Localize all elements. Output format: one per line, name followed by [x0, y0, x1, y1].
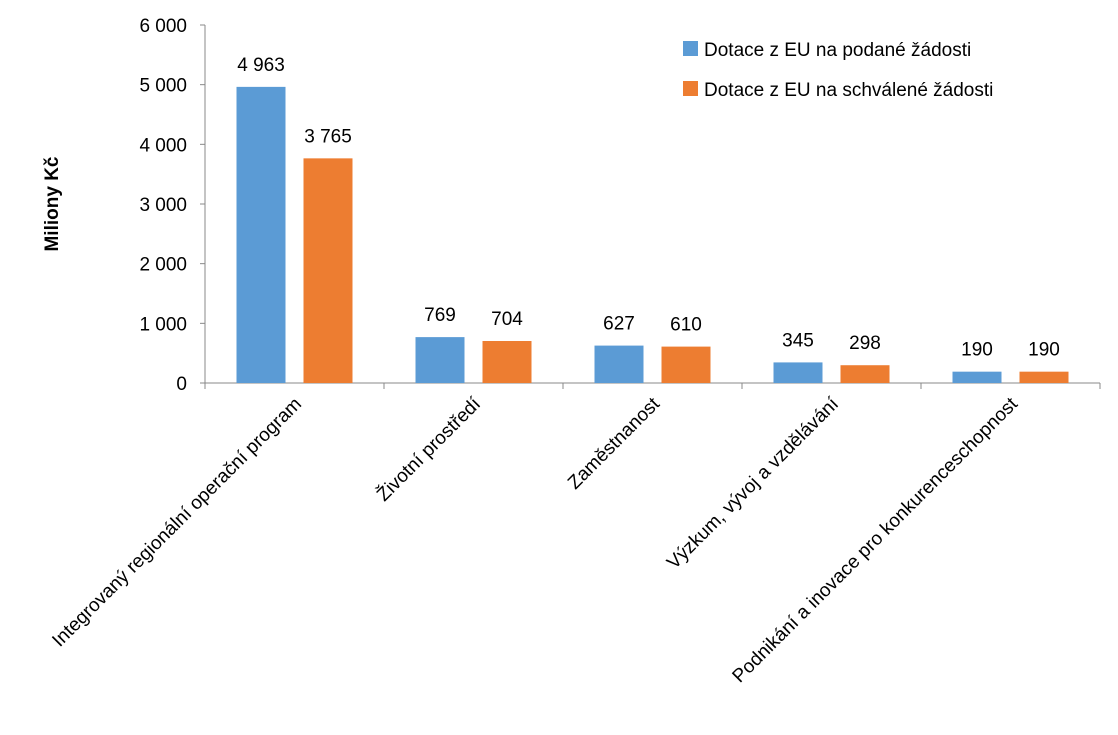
- bar: [594, 345, 644, 383]
- legend-label: Dotace z EU na schválené žádosti: [704, 80, 993, 101]
- data-label: 610: [670, 315, 702, 336]
- data-label: 190: [1028, 340, 1060, 361]
- bars: [236, 86, 1069, 384]
- category-label: Životní prostředí: [372, 392, 485, 505]
- y-tick-label: 2 000: [139, 255, 187, 276]
- legend-label: Dotace z EU na podané žádosti: [704, 40, 971, 61]
- data-labels: 4 963 3 765 769 704 627 610 345 298 190 190: [237, 55, 1060, 361]
- category-label: Integrovaný regionální operační program: [48, 394, 306, 652]
- data-label: 298: [849, 333, 881, 354]
- bar: [236, 86, 286, 384]
- bar: [303, 158, 353, 383]
- data-label: 4 963: [237, 55, 285, 76]
- data-label: 704: [491, 309, 523, 330]
- data-label: 3 765: [304, 126, 352, 147]
- y-tick-label: 4 000: [139, 135, 187, 156]
- y-axis-label: Miliony Kč: [42, 156, 63, 251]
- y-tick-label: 3 000: [139, 195, 187, 216]
- data-label: 345: [782, 330, 814, 351]
- y-tick-label: 1 000: [139, 314, 187, 335]
- data-label: 769: [424, 305, 456, 326]
- category-label: Zaměstnanost: [564, 393, 664, 493]
- category-label: Výzkum, vývoj a vzdělávání: [663, 393, 843, 573]
- y-tick-label: 6 000: [139, 16, 187, 37]
- bar: [482, 340, 532, 383]
- y-axis: 0 1 000 2 000 3 000 4 000 5 000 6 000: [139, 16, 206, 395]
- data-label: 190: [961, 340, 993, 361]
- bar: [1019, 371, 1069, 383]
- category-labels: Integrovaný regionální operační program Ž…: [48, 392, 1022, 687]
- bar: [661, 346, 711, 383]
- bar: [773, 362, 823, 383]
- x-axis: [204, 382, 1101, 389]
- bar: [415, 337, 465, 383]
- category-label: Podnikání a inovace pro konkurenceschopn…: [729, 393, 1023, 687]
- y-tick-label: 5 000: [139, 76, 187, 97]
- legend: Dotace z EU na podané žádosti Dotace z EU…: [683, 40, 993, 101]
- data-label: 627: [603, 314, 635, 335]
- bar: [952, 371, 1002, 383]
- bar: [840, 365, 890, 383]
- legend-swatch: [683, 41, 698, 56]
- y-tick-label: 0: [176, 374, 187, 395]
- legend-swatch: [683, 81, 698, 96]
